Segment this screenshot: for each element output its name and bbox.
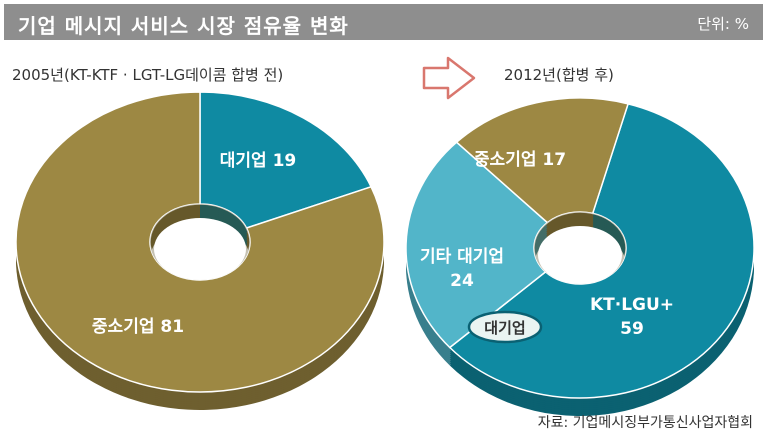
slice-label-1-1: 기타 대기업 24	[420, 247, 504, 291]
source-note: 자료: 기업메시징부가통신사업자협회	[537, 415, 753, 431]
slice-label-0-0: 대기업 19	[220, 151, 297, 171]
slice-label-0-1: 중소기업 81	[92, 317, 184, 337]
donut-slice-1-1	[405, 141, 549, 349]
donut-slice-1-2	[455, 97, 630, 224]
unit-label: 단위: %	[697, 15, 749, 33]
donut-hole-0	[154, 218, 246, 280]
badge-label: 대기업	[484, 319, 525, 337]
title-bar: 기업 메시지 서비스 시장 점유율 변화 단위: %	[4, 4, 763, 40]
slice-label-1-0: KT·LGU+ 59	[590, 295, 674, 339]
donut-hole-1	[538, 226, 622, 284]
donut-slice-0-0	[199, 91, 373, 229]
donut-2012: KT·LGU+ 59 기타 대기업 24 중소기업 17	[405, 97, 755, 417]
slice-label-1-2: 중소기업 17	[474, 150, 566, 170]
transition-arrow-icon	[422, 56, 476, 100]
right-chart-subtitle: 2012년(합병 후)	[504, 66, 614, 84]
large-company-badge: 대기업	[467, 310, 543, 344]
chart-title: 기업 메시지 서비스 시장 점유율 변화	[18, 14, 349, 38]
donut-2005: 대기업 19 중소기업 81	[15, 91, 385, 410]
left-chart-subtitle: 2005년(KT-KTF · LGT-LG데이콤 합병 전)	[12, 66, 284, 84]
